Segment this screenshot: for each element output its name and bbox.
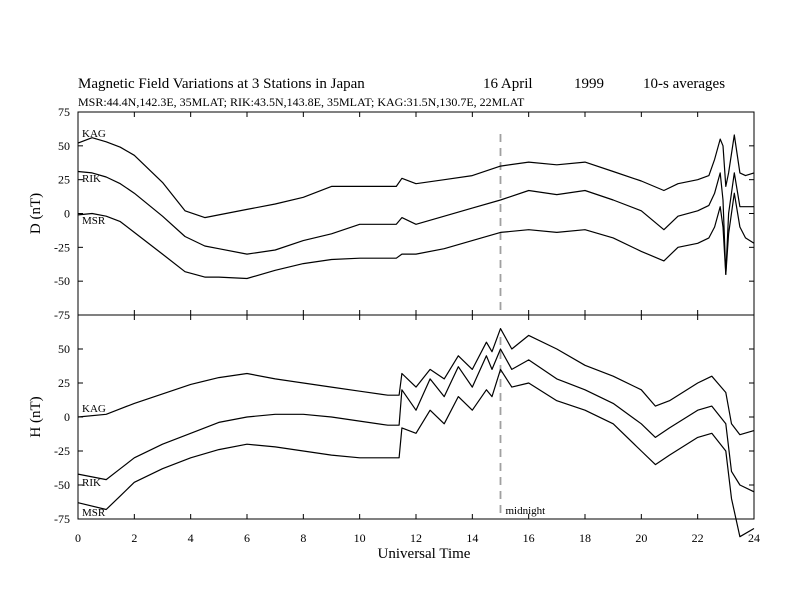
x-tick-label: 16 (523, 531, 535, 545)
y-tick-label: 50 (58, 139, 70, 153)
series-line-msr (77, 368, 755, 538)
x-tick-label: 2 (131, 531, 137, 545)
series-label-msr: MSR (82, 215, 106, 227)
y-tick-label: -25 (54, 444, 70, 458)
y-tick-label: -50 (54, 274, 70, 288)
series-line-rik (77, 170, 754, 275)
panel-frame (77, 111, 755, 316)
x-tick-label: 0 (75, 531, 81, 545)
plot-area: 75 50 25 0 -25 -50 -75 D (nT) KAG RIK MSR 50 25 0 -25 -… (28, 105, 760, 562)
series-label-rik: RIK (82, 477, 101, 489)
chart-average: 10-s averages (643, 76, 725, 92)
y-axis-label: D (nT) (28, 193, 44, 234)
chart-title: Magnetic Field Variations at 3 Stations … (78, 76, 365, 92)
y-tick-label: 75 (58, 105, 70, 119)
series-label-kag: KAG (82, 128, 106, 140)
y-tick-label: 25 (58, 376, 70, 390)
series-label-rik: RIK (82, 173, 101, 185)
y-tick-label: -75 (54, 308, 70, 322)
chart-year: 1999 (574, 76, 604, 92)
y-tick-label: -50 (54, 478, 70, 492)
y-axis-label: H (nT) (28, 396, 44, 437)
y-tick-label: 50 (58, 342, 70, 356)
midnight-label: midnight (506, 505, 546, 517)
y-tick-label: -25 (54, 240, 70, 254)
y-tick-label: 0 (64, 207, 70, 221)
series-line-kag (77, 134, 755, 219)
series-line-msr (77, 192, 755, 280)
chart-date: 16 April (483, 76, 533, 92)
panel-frame (77, 314, 755, 520)
y-tick-label: 25 (58, 173, 70, 187)
x-tick-label: 4 (188, 531, 194, 545)
y-tick-label: -75 (54, 512, 70, 526)
chart-subtitle: MSR:44.4N,142.3E, 35MLAT; RIK:43.5N,143.… (78, 95, 525, 109)
x-tick-label: 24 (748, 531, 760, 545)
x-tick-label: 6 (244, 531, 250, 545)
series-line-kag (77, 328, 755, 436)
x-tick-label: 10 (354, 531, 366, 545)
series-label-kag: KAG (82, 403, 106, 415)
series-line-rik (77, 348, 755, 493)
x-tick-label: 22 (692, 531, 704, 545)
y-tick-label: 0 (64, 410, 70, 424)
x-axis-label: Universal Time (378, 546, 471, 562)
series-label-msr: MSR (82, 507, 106, 519)
x-tick-label: 18 (579, 531, 591, 545)
x-tick-label: 20 (635, 531, 647, 545)
x-tick-label: 12 (410, 531, 422, 545)
x-tick-label: 14 (466, 531, 478, 545)
x-tick-label: 8 (300, 531, 306, 545)
